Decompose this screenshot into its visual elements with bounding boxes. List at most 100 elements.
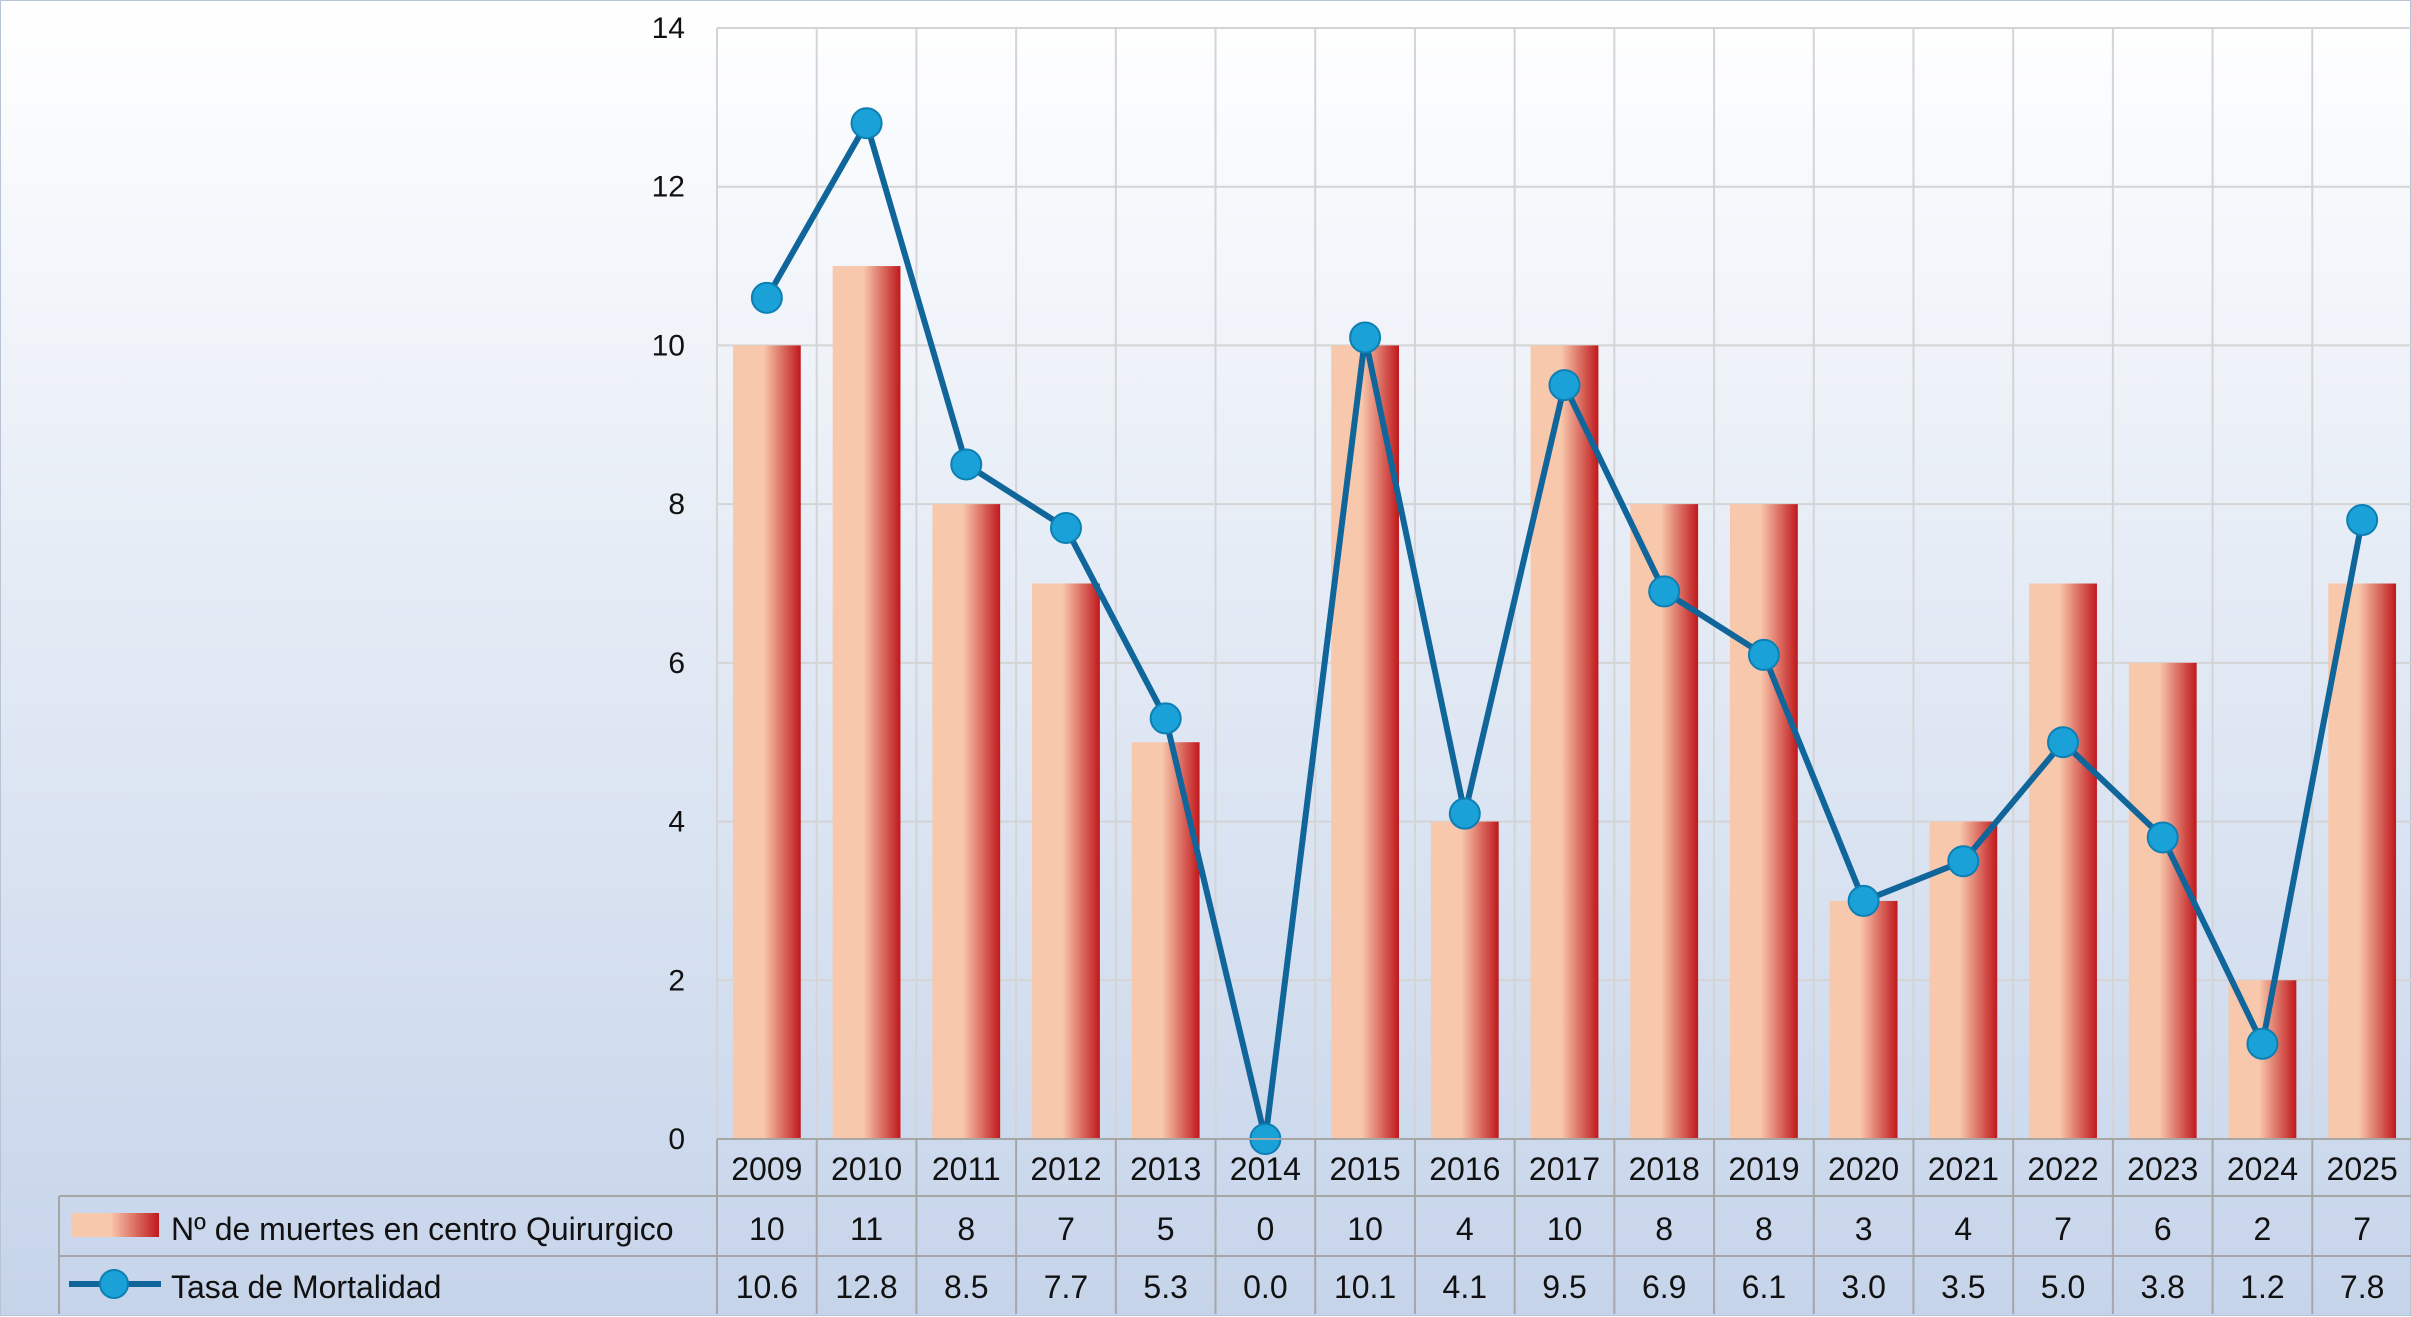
bar-data-label: 4 [1954, 1211, 1972, 1247]
bar-data-label: 7 [1057, 1211, 1075, 1247]
bar-series [732, 266, 2397, 1140]
data-table: 2009 2010 2011 2012 2013 2014 2015 2016 2017 2018… [58, 1138, 2411, 1314]
bar [832, 266, 901, 1140]
x-tick-label: 2011 [932, 1151, 1001, 1187]
y-tick-label: 4 [668, 806, 685, 839]
bar [2128, 662, 2197, 1139]
bar-data-label: 8 [957, 1211, 975, 1247]
bar [932, 504, 1001, 1140]
x-tick-label: 2014 [1230, 1151, 1301, 1187]
line-data-label: 6.9 [1642, 1269, 1686, 1305]
line-point [950, 448, 983, 481]
bar-data-label: 11 [850, 1211, 883, 1247]
line-data-label: 10.6 [736, 1269, 798, 1305]
line-data-label: 3.5 [1941, 1269, 1985, 1305]
bar [2029, 583, 2097, 1139]
line-data-label: 10.1 [1334, 1269, 1396, 1305]
bar [732, 345, 801, 1139]
x-tick-label: 2012 [1030, 1151, 1101, 1187]
x-tick-label: 2017 [1529, 1151, 1600, 1187]
legend-key-bar [71, 1213, 159, 1237]
line-data-label: 6.1 [1742, 1269, 1786, 1305]
x-tick-label: 2019 [1728, 1151, 1799, 1187]
legend-key-marker [99, 1269, 129, 1299]
line-point [1448, 797, 1481, 830]
line-data-label: 12.8 [835, 1269, 897, 1305]
y-tick-label: 12 [652, 171, 685, 204]
x-tick-label: 2024 [2227, 1151, 2298, 1187]
bar [1730, 504, 1798, 1140]
bar [1630, 504, 1699, 1140]
bar-data-label: 10 [1347, 1211, 1383, 1247]
bar-data-label: 7 [2054, 1211, 2072, 1247]
line-point [2246, 1027, 2279, 1060]
y-tick-label: 10 [652, 329, 685, 362]
x-tick-label: 2020 [1828, 1151, 1899, 1187]
bar-data-label: 6 [2154, 1211, 2172, 1247]
line-point [1747, 638, 1780, 671]
line-point [2346, 504, 2379, 537]
x-tick-label: 2009 [731, 1151, 802, 1187]
bar [1430, 821, 1499, 1139]
line-data-label: 5.3 [1143, 1269, 1187, 1305]
line-data-label: 3.8 [2140, 1269, 2184, 1305]
line-data-label: 5.0 [2041, 1269, 2085, 1305]
line-data-label: 0.0 [1243, 1269, 1287, 1305]
x-tick-label: 2023 [2127, 1151, 2198, 1187]
legend-label-bar: Nº de muertes en centro Quirurgico [171, 1211, 674, 1247]
bar [1331, 345, 1399, 1139]
bar [2328, 583, 2397, 1139]
line-data-label: 3.0 [1841, 1269, 1885, 1305]
x-tick-label: 2021 [1928, 1151, 1999, 1187]
line-data-label: 7.8 [2340, 1269, 2384, 1305]
line-point [1847, 884, 1880, 917]
line-data-label: 8.5 [944, 1269, 988, 1305]
y-tick-label: 6 [668, 647, 685, 680]
line-point [750, 281, 783, 314]
bar-data-label: 2 [2254, 1211, 2272, 1247]
line-data-label: 4.1 [1443, 1269, 1487, 1305]
bar [1829, 900, 1898, 1139]
bar [1032, 583, 1100, 1139]
line-point [2146, 821, 2179, 854]
line-point [1149, 702, 1182, 735]
y-axis: 0 2 4 6 8 10 12 14 [652, 12, 685, 1156]
y-tick-label: 14 [652, 12, 685, 45]
x-tick-label: 2015 [1329, 1151, 1400, 1187]
bar-data-label: 3 [1855, 1211, 1873, 1247]
bar-data-label: 4 [1456, 1211, 1474, 1247]
x-tick-label: 2018 [1629, 1151, 1700, 1187]
x-tick-label: 2022 [2027, 1151, 2098, 1187]
y-tick-label: 8 [668, 488, 685, 521]
line-point [2047, 726, 2080, 759]
x-tick-label: 2013 [1130, 1151, 1201, 1187]
y-tick-label: 2 [668, 964, 685, 997]
line-point [850, 107, 883, 140]
bar-data-label: 10 [749, 1211, 785, 1247]
line-point [1049, 511, 1082, 544]
line-data-label: 1.2 [2240, 1269, 2284, 1305]
gridlines [716, 27, 2411, 1140]
line-data-label: 9.5 [1542, 1269, 1586, 1305]
line-point [1349, 321, 1382, 354]
x-tick-label: 2025 [2327, 1151, 2398, 1187]
bar-data-label: 10 [1547, 1211, 1583, 1247]
line-series [750, 107, 2379, 1155]
bar [1530, 345, 1599, 1139]
x-tick-label: 2010 [831, 1151, 902, 1187]
bar-data-label: 7 [2353, 1211, 2371, 1247]
y-tick-label: 0 [668, 1123, 685, 1156]
x-tick-label: 2016 [1429, 1151, 1500, 1187]
bar-data-label: 8 [1755, 1211, 1773, 1247]
bar-data-label: 0 [1256, 1211, 1274, 1247]
bar-data-label: 5 [1157, 1211, 1175, 1247]
bar [1131, 742, 1200, 1139]
bar-data-label: 8 [1655, 1211, 1673, 1247]
line-point [1648, 575, 1681, 608]
line-point [1947, 845, 1980, 878]
line-data-label: 7.7 [1044, 1269, 1088, 1305]
line-point [1548, 369, 1581, 402]
legend-label-line: Tasa de Mortalidad [171, 1269, 441, 1305]
